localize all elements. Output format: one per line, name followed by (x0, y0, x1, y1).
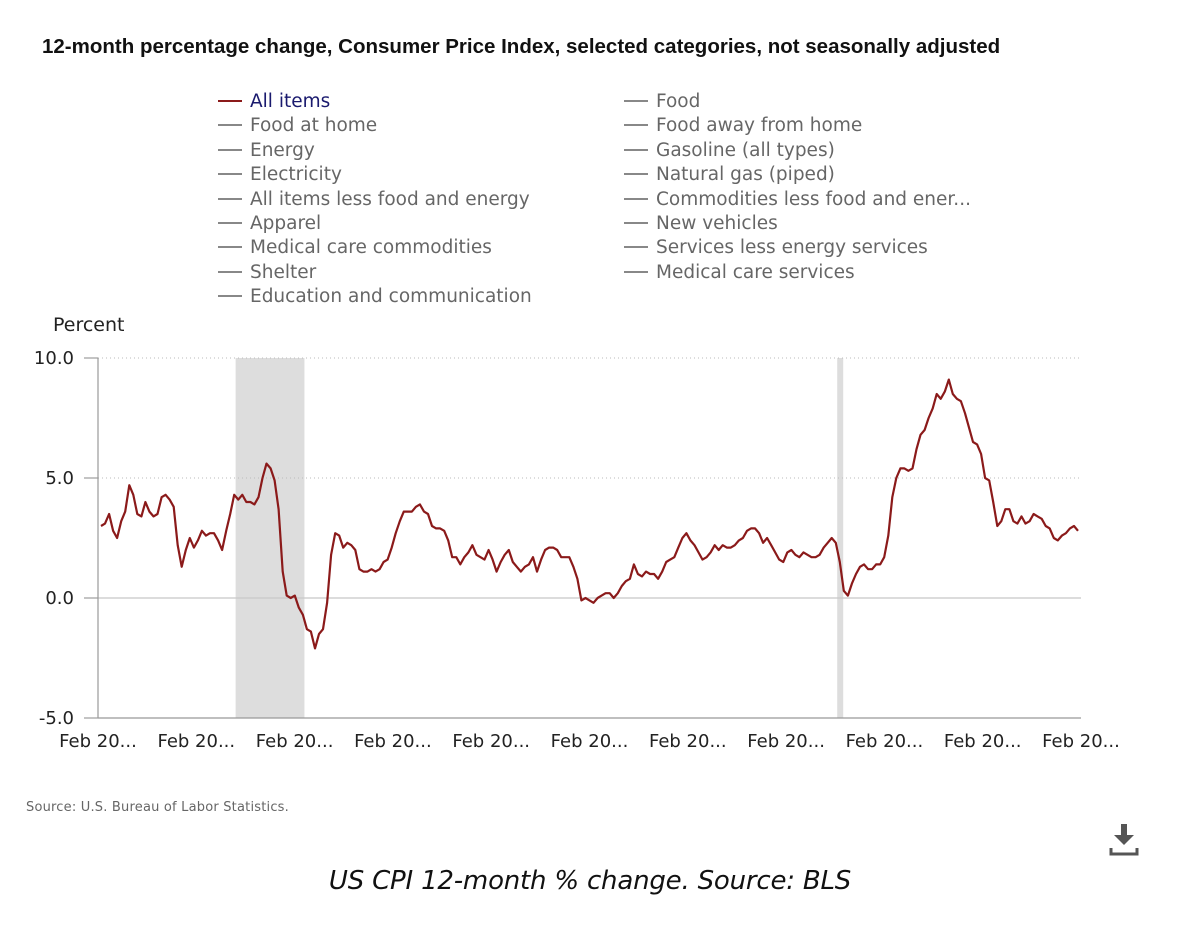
legend-item[interactable]: Gasoline (all types) (624, 139, 1024, 163)
legend-swatch (624, 221, 648, 224)
legend-label: Education and communication (250, 286, 532, 308)
legend-label: Services less energy services (656, 237, 928, 259)
legend-label: New vehicles (656, 212, 778, 234)
legend-swatch (218, 124, 242, 127)
legend-label: Medical care services (656, 261, 855, 283)
legend-swatch (624, 246, 648, 249)
x-tick-label: Feb 20... (649, 731, 727, 752)
legend-item[interactable]: All items less food and energy (218, 188, 618, 212)
legend-swatch (218, 173, 242, 176)
legend-item[interactable]: Food (624, 90, 1024, 114)
x-tick-label: Feb 20... (157, 731, 235, 752)
y-tick-label: 10.0 (34, 348, 74, 369)
recession-band (235, 358, 305, 718)
legend-label: Natural gas (piped) (656, 164, 835, 186)
y-tick-label: 0.0 (45, 588, 74, 609)
legend-swatch (624, 173, 648, 176)
legend-label: All items less food and energy (250, 188, 530, 210)
x-tick-label: Feb 20... (747, 731, 825, 752)
download-button[interactable] (1104, 820, 1144, 860)
series-line-all-items (100, 378, 1079, 650)
legend-item[interactable]: Services less energy services (624, 236, 1024, 260)
recession-band (837, 358, 844, 718)
legend-item[interactable]: Education and communication (218, 285, 618, 309)
legend-label: Apparel (250, 212, 322, 234)
legend-label: Food (656, 91, 701, 112)
chart-title: 12-month percentage change, Consumer Pri… (42, 35, 1001, 58)
x-tick-label: Feb 20... (256, 731, 334, 752)
legend-label: Food at home (250, 115, 378, 137)
legend-swatch (624, 100, 648, 102)
legend-label: Shelter (250, 261, 317, 283)
x-tick-label: Feb 20... (551, 731, 629, 752)
x-tick-label: Feb 20... (1042, 731, 1120, 752)
legend-swatch (218, 100, 242, 102)
legend-label: Gasoline (all types) (656, 139, 835, 161)
legend-column-right: Food Food away from home Gasoline (all typ… (624, 90, 1024, 285)
y-tick-label: -5.0 (39, 708, 74, 729)
legend-item[interactable]: Food at home (218, 114, 618, 138)
x-tick-label: Feb 20... (846, 731, 924, 752)
download-icon (1109, 824, 1139, 856)
legend-label: Commodities less food and ener... (656, 188, 971, 210)
legend-swatch (624, 270, 648, 273)
legend-label: Medical care commodities (250, 237, 492, 259)
legend-item[interactable]: Medical care commodities (218, 236, 618, 260)
y-tick-label: 5.0 (45, 468, 74, 489)
legend-item[interactable]: Natural gas (piped) (624, 163, 1024, 187)
source-note: Source: U.S. Bureau of Labor Statistics. (26, 800, 289, 815)
legend-item[interactable]: Apparel (218, 212, 618, 236)
legend-label: All items (250, 91, 331, 112)
legend-label: Food away from home (656, 115, 863, 137)
legend-swatch (218, 246, 242, 249)
legend-label: Energy (250, 139, 315, 161)
legend-column-left: All items Food at home Energy Electricity Al… (218, 90, 618, 310)
legend-item[interactable]: Energy (218, 139, 618, 163)
legend-item[interactable]: New vehicles (624, 212, 1024, 236)
legend-item[interactable]: Shelter (218, 261, 618, 285)
legend-item[interactable]: All items (218, 90, 618, 114)
legend-swatch (624, 197, 648, 200)
legend-swatch (218, 148, 242, 151)
legend-item[interactable]: Commodities less food and ener... (624, 188, 1024, 212)
legend-swatch (624, 124, 648, 127)
legend-swatch (218, 270, 242, 273)
legend-item[interactable]: Food away from home (624, 114, 1024, 138)
y-axis-label: Percent (53, 314, 125, 336)
legend-swatch (218, 221, 242, 224)
legend-swatch (624, 148, 648, 151)
x-tick-label: Feb 20... (452, 731, 530, 752)
legend-swatch (218, 197, 242, 200)
legend-label: Electricity (250, 164, 342, 186)
figure-caption: US CPI 12-month % change. Source: BLS (328, 866, 852, 896)
x-tick-label: Feb 20... (354, 731, 432, 752)
legend-item[interactable]: Electricity (218, 163, 618, 187)
legend-item[interactable]: Medical care services (624, 261, 1024, 285)
x-tick-label: Feb 20... (59, 731, 137, 752)
legend-swatch (218, 295, 242, 298)
x-tick-label: Feb 20... (944, 731, 1022, 752)
